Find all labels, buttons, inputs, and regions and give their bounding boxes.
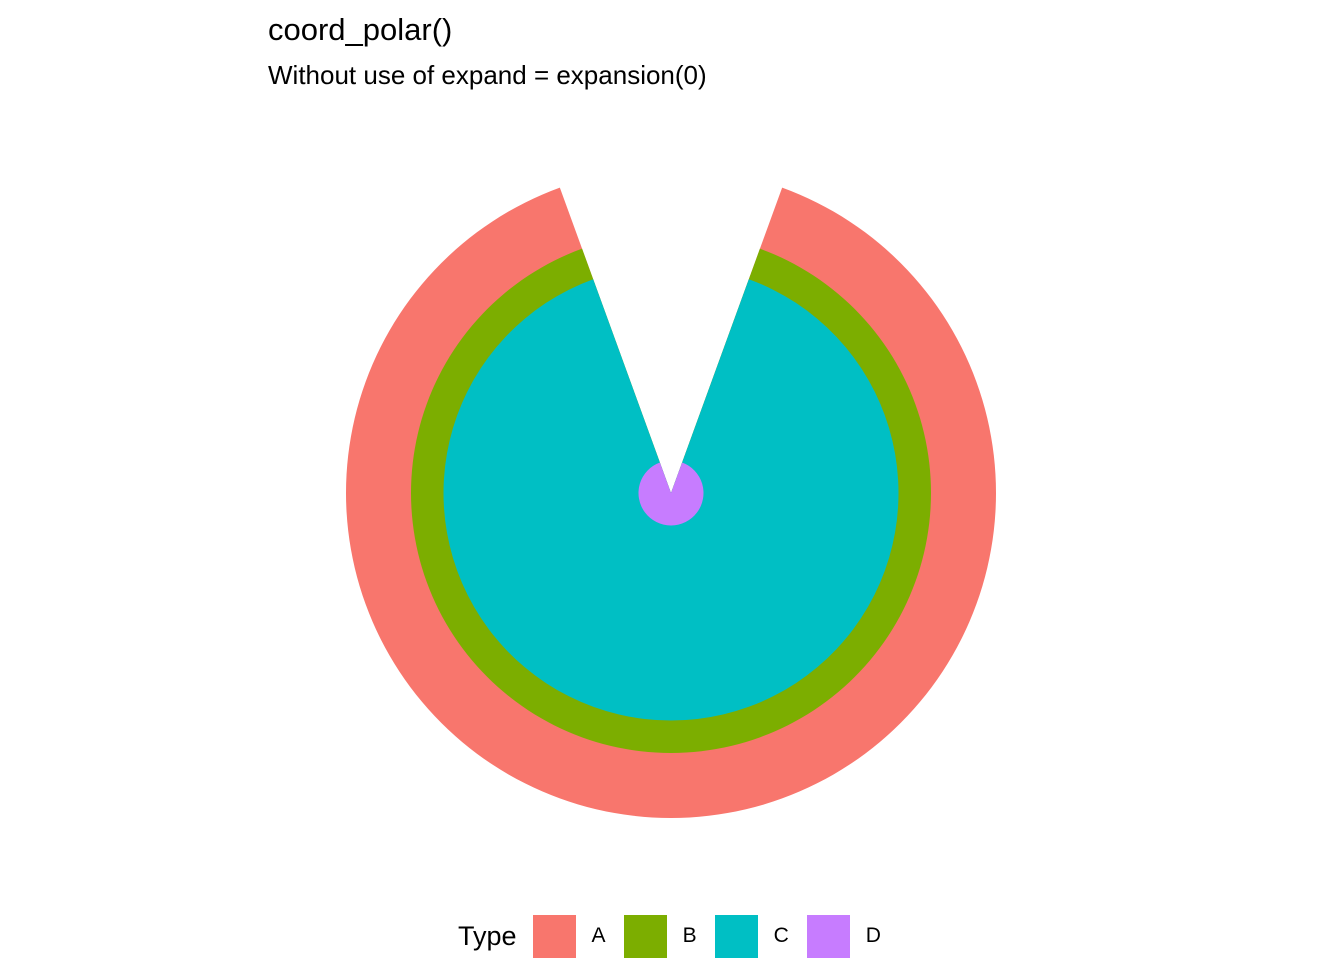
legend: Type A B C D	[458, 914, 899, 958]
bar-d	[638, 462, 704, 526]
legend-label-c: C	[773, 924, 789, 947]
legend-label-a: A	[591, 924, 606, 947]
chart-title: coord_polar()	[268, 12, 453, 47]
legend-label-d: D	[865, 924, 881, 947]
legend-key-b	[623, 914, 667, 958]
legend-key-d	[806, 914, 850, 958]
legend-title: Type	[458, 920, 517, 951]
legend-key-a	[532, 914, 576, 958]
legend-item-b: B	[623, 914, 697, 958]
legend-item-c: C	[714, 914, 789, 958]
legend-item-a: A	[532, 914, 606, 958]
legend-key-c	[714, 914, 758, 958]
legend-item-d: D	[806, 914, 881, 958]
legend-label-b: B	[682, 924, 697, 947]
chart-subtitle: Without use of expand = expansion(0)	[268, 60, 707, 90]
